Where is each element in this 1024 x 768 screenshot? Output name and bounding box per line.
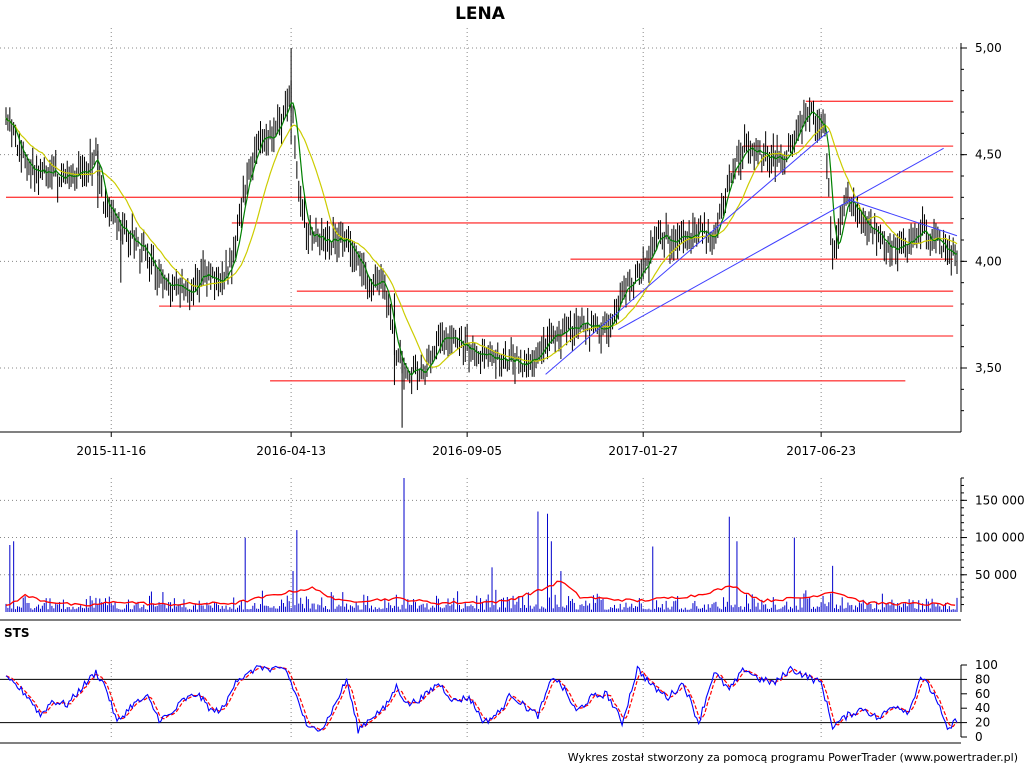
chart-title: LENA bbox=[455, 4, 506, 24]
sts-k-line bbox=[5, 665, 958, 734]
volume-ytick-label: 150 000 bbox=[975, 493, 1024, 507]
sts-ytick-label: 60 bbox=[975, 687, 990, 701]
footer-credit: Wykres został stworzony za pomocą progra… bbox=[568, 751, 1018, 764]
volume-ytick-label: 100 000 bbox=[975, 531, 1024, 545]
price-ytick-label: 4,00 bbox=[975, 254, 1002, 268]
trend-line-1 bbox=[618, 147, 944, 331]
price-xtick-label: 2017-06-23 bbox=[786, 444, 856, 458]
price-panel: 5,00 4,50 4,00 3,50 2015-11-16 2016-04-13 2016… bbox=[0, 28, 1002, 458]
price-xtick-label: 2016-04-13 bbox=[256, 444, 326, 458]
price-xtick-label: 2015-11-16 bbox=[76, 444, 146, 458]
price-xtick-label: 2016-09-05 bbox=[432, 444, 502, 458]
volume-average-line bbox=[5, 580, 956, 607]
sts-ytick-label: 0 bbox=[975, 730, 983, 744]
volume-panel: 150 000 100 000 50 000 bbox=[0, 477, 1024, 621]
volume-ytick-label: 50 000 bbox=[975, 568, 1017, 582]
sts-ytick-label: 20 bbox=[975, 716, 990, 730]
price-ytick-label: 4,50 bbox=[975, 148, 1002, 162]
sts-label: STS bbox=[4, 626, 29, 640]
trend-line-2 bbox=[847, 198, 958, 237]
sts-ytick-label: 100 bbox=[975, 658, 998, 672]
moving-average-short bbox=[5, 102, 958, 377]
trend-line-0 bbox=[545, 130, 830, 375]
price-ytick-label: 3,50 bbox=[975, 361, 1002, 375]
sts-d-line bbox=[5, 666, 958, 731]
sts-ytick-label: 80 bbox=[975, 672, 990, 686]
sts-ytick-label: 40 bbox=[975, 701, 990, 715]
price-ytick-label: 5,00 bbox=[975, 41, 1002, 55]
price-xtick-label: 2017-01-27 bbox=[608, 444, 678, 458]
moving-average-long bbox=[5, 117, 958, 368]
